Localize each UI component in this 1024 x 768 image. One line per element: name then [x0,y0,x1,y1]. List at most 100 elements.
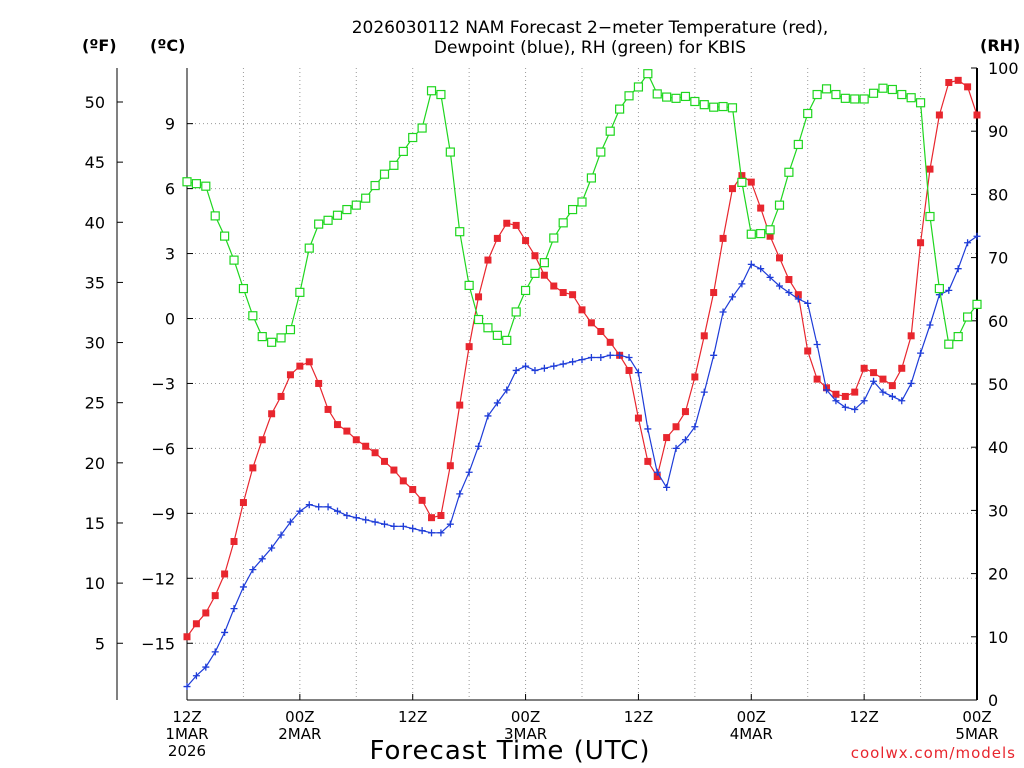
rh-point [473,314,484,325]
rh-point [267,337,277,347]
rh-point [821,84,832,94]
celsius-tick-label: −9 [151,504,175,523]
temperature-point [484,256,492,264]
rh-point [426,86,437,96]
temperature-point [681,408,689,416]
rh-point [803,108,813,119]
dewpoint-point [258,555,266,563]
temperature-point [597,327,605,335]
rh-point [342,204,352,215]
rh-point [295,287,305,297]
temperature-point [672,423,680,431]
dewpoint-point [540,364,548,372]
dewpoint-point [785,289,793,297]
dewpoint-point [390,522,398,530]
celsius-tick-label: 6 [165,180,175,199]
dewpoint-point [239,583,247,591]
rh-point [868,88,879,98]
fahrenheit-tick-label: 25 [85,394,105,413]
rh-point [314,219,324,229]
x-tick-label: 5MAR [955,725,998,743]
rh-point [662,92,672,102]
temperature-point [785,276,793,284]
dewpoint-point [230,605,238,613]
dewpoint-point [315,503,323,511]
dewpoint-point [371,518,379,526]
temperature-point [794,291,802,299]
rh-point [229,255,239,265]
x-tick-label: 2026 [168,742,206,760]
temperature-point [634,414,642,422]
dewpoint-point [362,516,370,524]
rh-point [840,93,850,103]
celsius-tick-label: 0 [165,310,175,329]
dewpoint-point [945,286,953,294]
rh-point [690,96,700,107]
rh-point [915,98,926,108]
rh-point [934,283,944,294]
temperature-point [531,252,539,260]
x-tick-label: 4MAR [730,725,773,743]
rh-point [520,285,531,296]
rh-point [953,332,963,342]
temperature-point [587,319,595,327]
temperature-point [964,83,972,91]
rh-point [351,200,361,210]
rh-point [699,100,709,110]
rh-point [680,91,691,102]
rh-point [445,147,455,157]
dewpoint-point [870,377,878,385]
rh-point [492,330,502,340]
dewpoint-point [747,260,755,268]
dewpoint-point [851,405,859,413]
temperature-point [917,239,925,247]
dewpoint-point [917,349,925,357]
rh-point [238,283,249,294]
temperature-point [343,427,351,435]
fahrenheit-tick-label: 10 [85,574,105,593]
rh-point [304,243,314,253]
fahrenheit-tick-label: 45 [85,153,105,172]
temperature-point [757,204,765,212]
dewpoint-point [663,483,671,491]
temperature-point [935,111,943,119]
rh-tick-label: 20 [988,565,1008,584]
x-tick-label: 3MAR [504,725,547,743]
temperature-point [926,165,934,173]
temperature-point [239,499,247,507]
rh-point [530,268,540,278]
temperature-point [456,401,464,409]
rh-tick-label: 100 [988,59,1019,78]
x-tick-label: 12Z [849,708,878,726]
rh-point [408,132,418,143]
rh-tick-label: 10 [988,628,1008,647]
dewpoint-point [926,321,934,329]
fahrenheit-tick-label: 5 [95,634,105,653]
temperature-point [446,462,454,470]
dewpoint-point [296,507,304,515]
rh-point [549,233,559,243]
dewpoint-point [268,544,276,552]
axis-ticks: 9630−3−6−9−12−15504540353025201510510090… [85,59,1019,760]
dewpoint-point [465,468,473,476]
rh-point [774,200,785,210]
rh-point [765,225,775,235]
dewpoint-point [305,501,313,509]
rh-point [220,231,230,241]
dewpoint-point [973,232,981,240]
rh-unit-label: (RH) [980,36,1021,55]
temperature-point [550,282,558,290]
temperature-point [183,633,191,641]
dewpoint-point [606,351,614,359]
dewpoint-point [221,628,229,636]
dewpoint-point [672,444,680,452]
dewpoint-point [860,397,868,405]
rh-point [906,93,916,103]
temperature-point [738,172,746,180]
temperature-point [841,392,849,400]
dewpoint-point [249,566,257,574]
temperature-point [776,254,783,262]
rh-point [539,258,549,268]
temperature-point [211,592,219,600]
dewpoint-point [625,353,633,361]
